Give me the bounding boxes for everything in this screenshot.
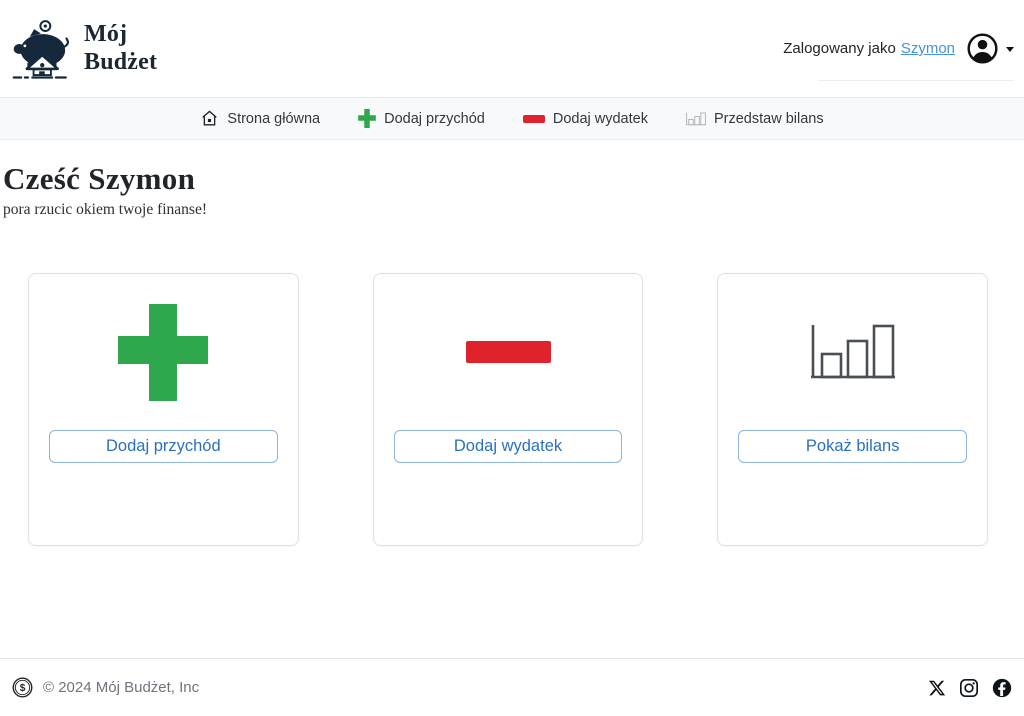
add-expense-button[interactable]: Dodaj wydatek	[393, 430, 623, 463]
page-subtitle: pora rzucic okiem twoje finanse!	[3, 201, 207, 218]
plus-icon	[358, 109, 376, 128]
nav-item-label: Dodaj przychód	[384, 110, 485, 127]
plus-icon	[117, 303, 209, 401]
card-add-expense: Dodaj wydatek	[372, 273, 644, 546]
card-icon-box	[738, 274, 967, 430]
x-icon[interactable]	[928, 679, 946, 697]
bar-chart-icon	[686, 112, 706, 126]
card-show-balance: Pokaż bilans	[717, 273, 989, 546]
piggy-bank-logo-icon	[10, 13, 72, 85]
bar-chart-icon	[810, 324, 896, 380]
main-content: Cześć Szymon pora rzucic okiem twoje fin…	[0, 161, 1024, 546]
show-balance-button[interactable]: Pokaż bilans	[738, 430, 968, 463]
footer-social-links	[928, 678, 1012, 698]
home-icon	[200, 109, 219, 128]
footer: $ © 2024 Mój Budżet, Inc	[0, 658, 1024, 716]
brand[interactable]: Mój Budżet	[10, 13, 157, 85]
action-cards-row: Dodaj przychód Dodaj wydatek	[28, 273, 989, 546]
facebook-icon[interactable]	[992, 678, 1012, 698]
minus-icon	[465, 341, 551, 363]
dropdown-caret-icon[interactable]	[1006, 47, 1014, 52]
nav-item-add-income[interactable]: Dodaj przychód	[358, 109, 485, 128]
navbar: Strona główna Dodaj przychód Dodaj wydat…	[0, 97, 1024, 140]
add-income-button[interactable]: Dodaj przychód	[49, 430, 278, 463]
brand-title-line2: Budżet	[84, 48, 158, 75]
username-link[interactable]: Szymon	[900, 40, 955, 57]
nav-item-label: Przedstaw bilans	[713, 110, 824, 127]
nav-item-home[interactable]: Strona główna	[200, 109, 320, 128]
footer-copyright-group: $ © 2024 Mój Budżet, Inc	[12, 677, 199, 698]
card-add-income: Dodaj przychód	[28, 273, 299, 546]
user-menu-divider	[818, 80, 1014, 81]
card-icon-box	[394, 274, 623, 430]
header: Mój Budżet Zalogowany jako Szymon	[0, 0, 1024, 97]
nav-item-label: Strona główna	[227, 110, 321, 127]
logged-in-label: Zalogowany jako	[783, 40, 896, 57]
svg-text:$: $	[20, 683, 26, 694]
instagram-icon[interactable]	[959, 678, 979, 698]
brand-title-line1: Mój	[84, 20, 128, 47]
nav-item-show-balance[interactable]: Przedstaw bilans	[686, 111, 824, 127]
minus-icon	[522, 114, 545, 123]
nav-item-add-expense[interactable]: Dodaj wydatek	[522, 110, 648, 127]
user-area: Zalogowany jako Szymon	[783, 33, 1014, 64]
page-title: Cześć Szymon	[3, 161, 196, 196]
nav-item-label: Dodaj wydatek	[552, 110, 648, 127]
brand-title: Mój Budżet	[84, 21, 157, 76]
copyright-text: © 2024 Mój Budżet, Inc	[43, 679, 200, 696]
card-icon-box	[49, 274, 278, 430]
dollar-coin-icon: $	[12, 677, 33, 698]
person-circle-icon[interactable]	[967, 33, 998, 64]
